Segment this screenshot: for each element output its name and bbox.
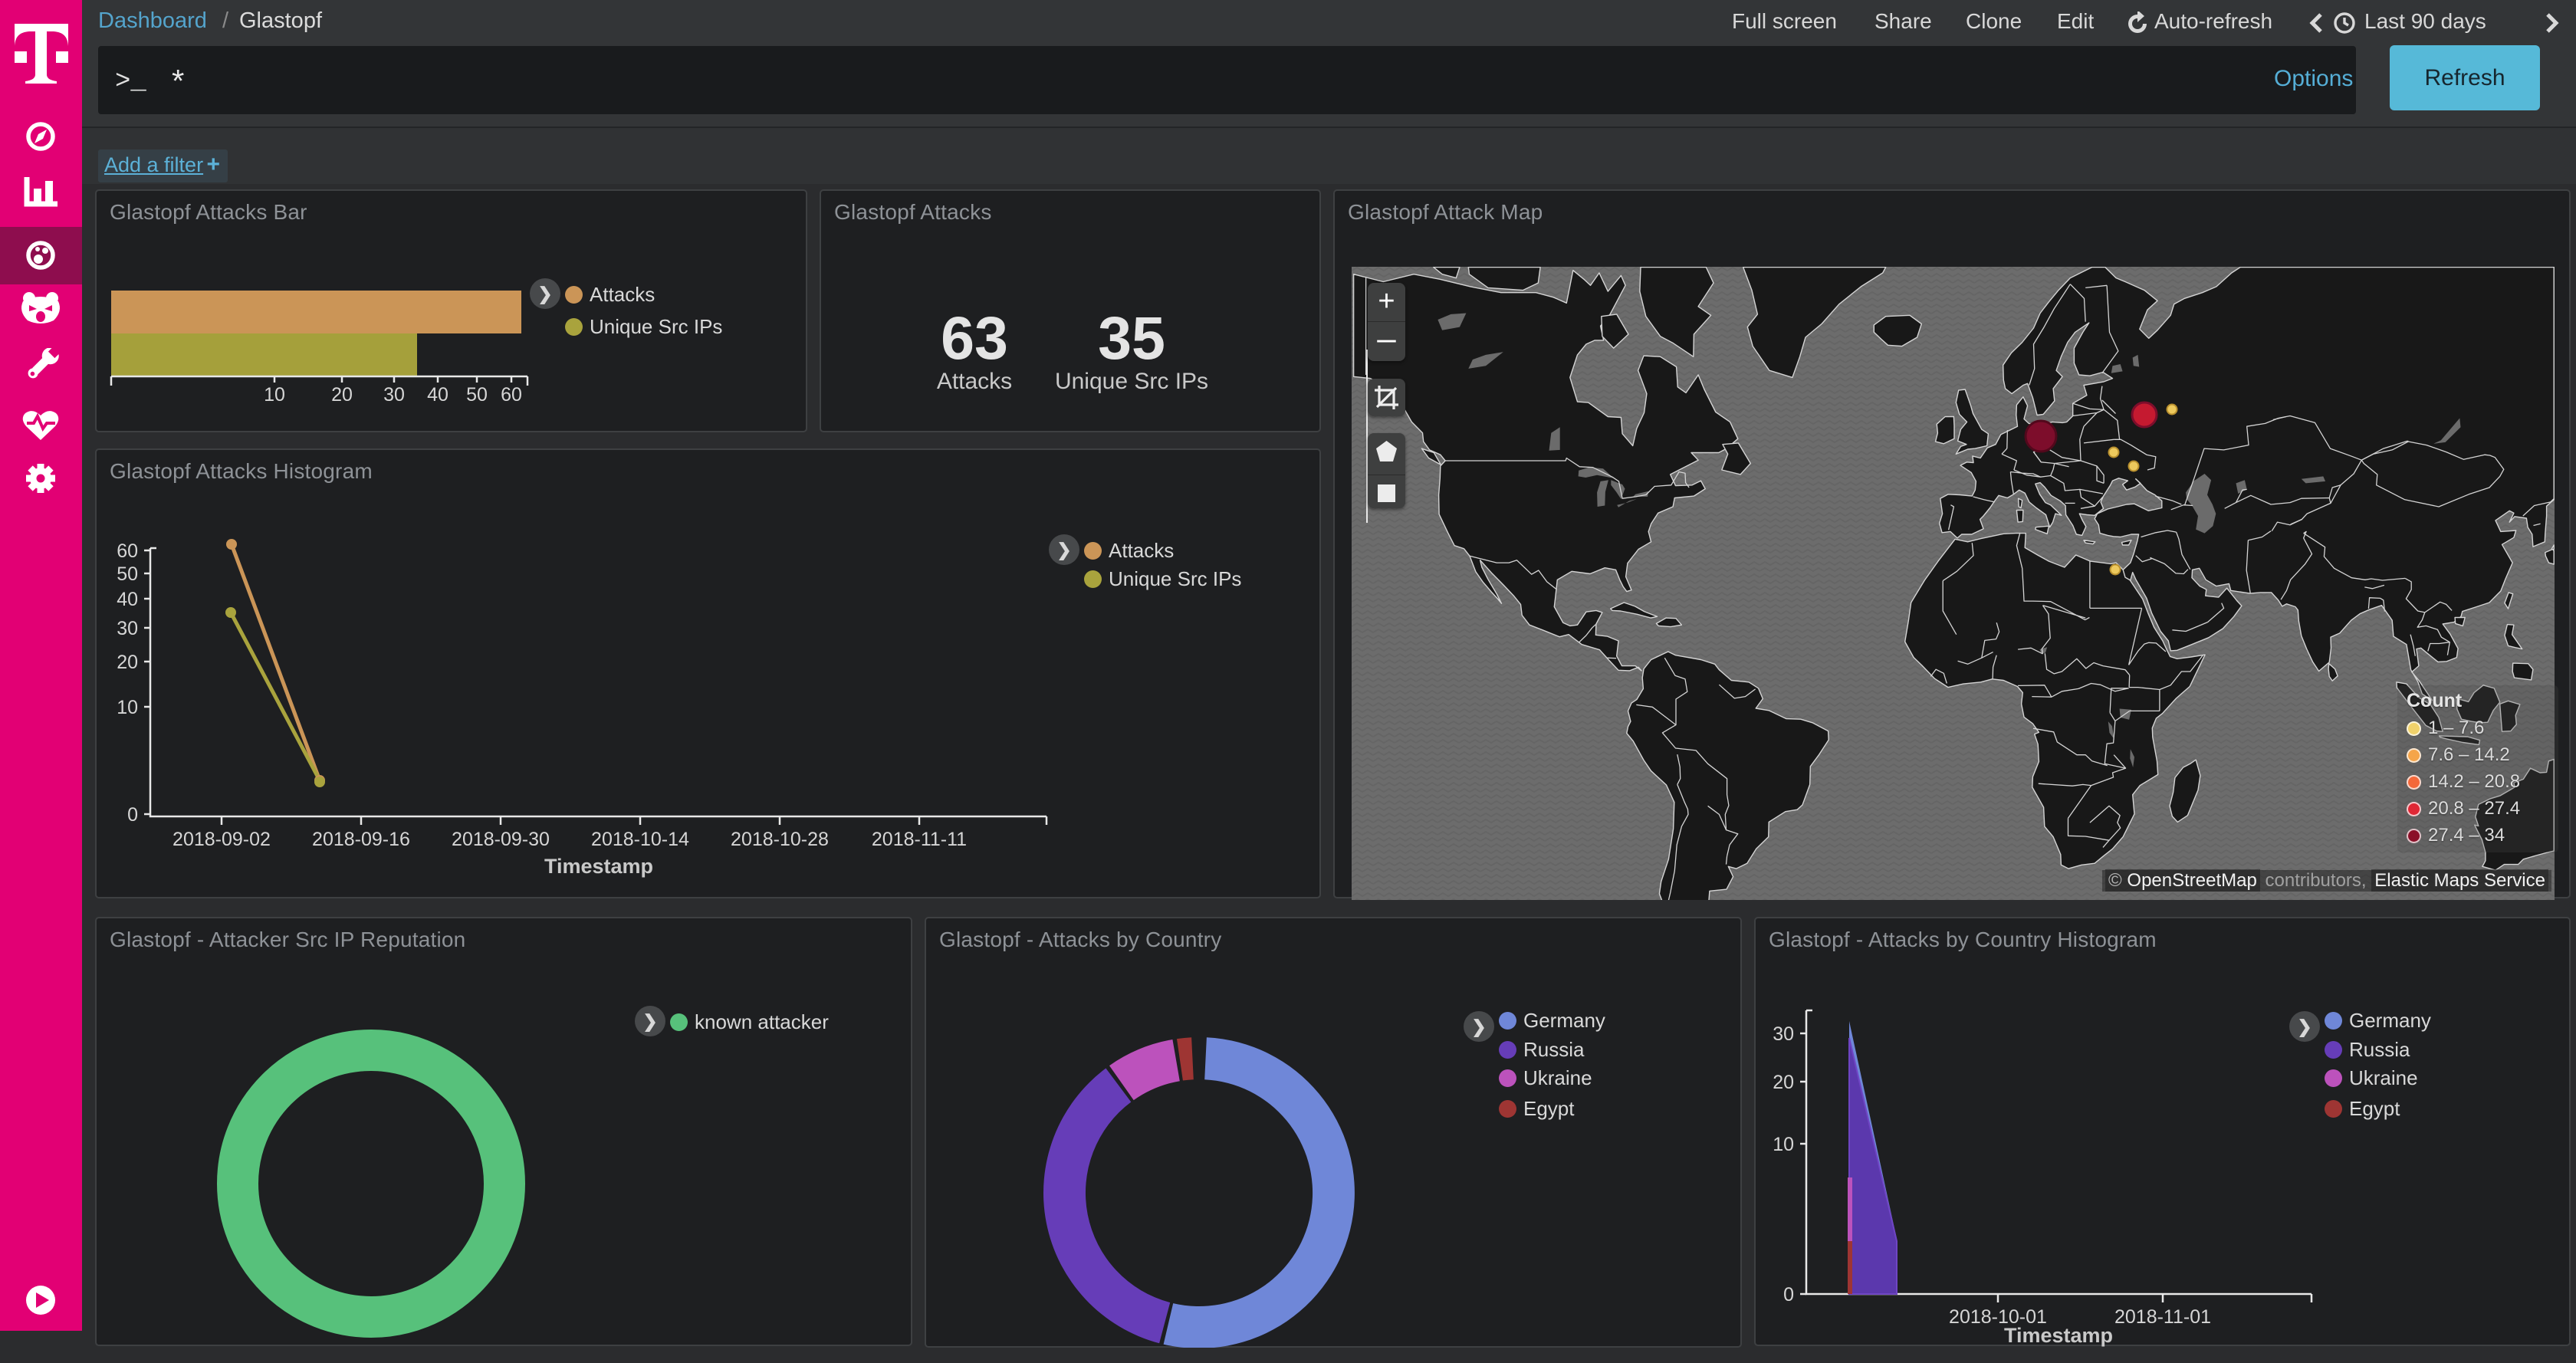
svg-text:20: 20 <box>331 384 353 406</box>
svg-text:2018-11-11: 2018-11-11 <box>872 829 967 850</box>
svg-text:50: 50 <box>117 563 138 585</box>
svg-text:2018-09-02: 2018-09-02 <box>172 829 271 850</box>
svg-text:2018-09-30: 2018-09-30 <box>452 829 550 850</box>
svg-text:2018-10-28: 2018-10-28 <box>731 829 829 850</box>
svg-text:40: 40 <box>427 384 449 406</box>
svg-text:30: 30 <box>117 618 138 639</box>
svg-text:60: 60 <box>501 384 522 406</box>
svg-text:2018-11-01: 2018-11-01 <box>2114 1306 2211 1328</box>
svg-text:0: 0 <box>127 804 138 826</box>
svg-text:10: 10 <box>117 697 138 718</box>
svg-text:30: 30 <box>383 384 405 406</box>
svg-text:10: 10 <box>1773 1134 1794 1155</box>
svg-text:40: 40 <box>117 589 138 610</box>
svg-text:Timestamp: Timestamp <box>544 855 653 878</box>
svg-text:30: 30 <box>1773 1023 1794 1045</box>
svg-text:Timestamp: Timestamp <box>2004 1324 2113 1347</box>
svg-text:2018-09-16: 2018-09-16 <box>312 829 410 850</box>
svg-text:50: 50 <box>466 384 488 406</box>
svg-text:2018-10-14: 2018-10-14 <box>591 829 689 850</box>
svg-text:2018-10-01: 2018-10-01 <box>1949 1306 2047 1328</box>
svg-text:10: 10 <box>264 384 285 406</box>
svg-text:20: 20 <box>117 652 138 673</box>
svg-text:20: 20 <box>1773 1072 1794 1093</box>
svg-text:60: 60 <box>117 540 138 562</box>
svg-text:0: 0 <box>1783 1284 1794 1306</box>
